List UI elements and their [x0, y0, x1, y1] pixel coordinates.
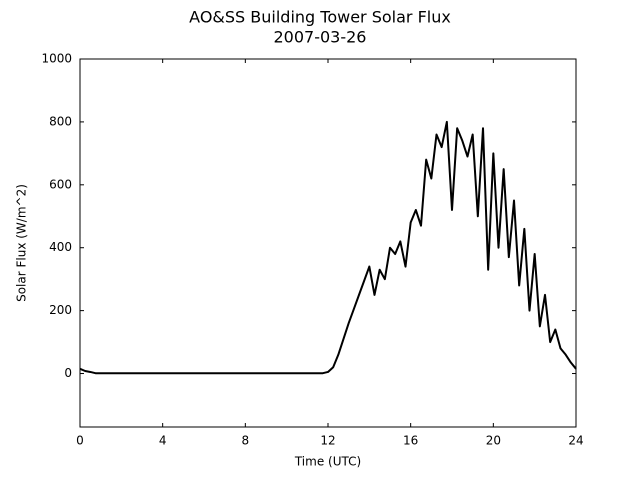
y-axis-label: Solar Flux (W/m^2) — [15, 184, 29, 302]
data-line — [79, 120, 577, 375]
y-tick-label: 0 — [64, 366, 72, 380]
x-tick-label: 12 — [320, 434, 335, 448]
y-tick-label: 200 — [49, 303, 72, 317]
y-tick-label: 600 — [49, 177, 72, 191]
x-tick-label: 24 — [568, 434, 583, 448]
x-tick-label: 16 — [403, 434, 418, 448]
y-tick-label: 800 — [49, 114, 72, 128]
plot-frame — [79, 58, 577, 428]
x-tick-label: 4 — [159, 434, 167, 448]
chart-subtitle: 2007-03-26 — [274, 28, 367, 47]
x-tick-label: 20 — [486, 434, 501, 448]
x-tick-label: 8 — [242, 434, 250, 448]
y-tick-label: 1000 — [41, 52, 72, 66]
x-axis-label: Time (UTC) — [294, 455, 361, 469]
y-tick-label: 400 — [49, 240, 72, 254]
x-tick-label: 0 — [76, 434, 84, 448]
chart-title: AO&SS Building Tower Solar Flux — [189, 8, 451, 27]
